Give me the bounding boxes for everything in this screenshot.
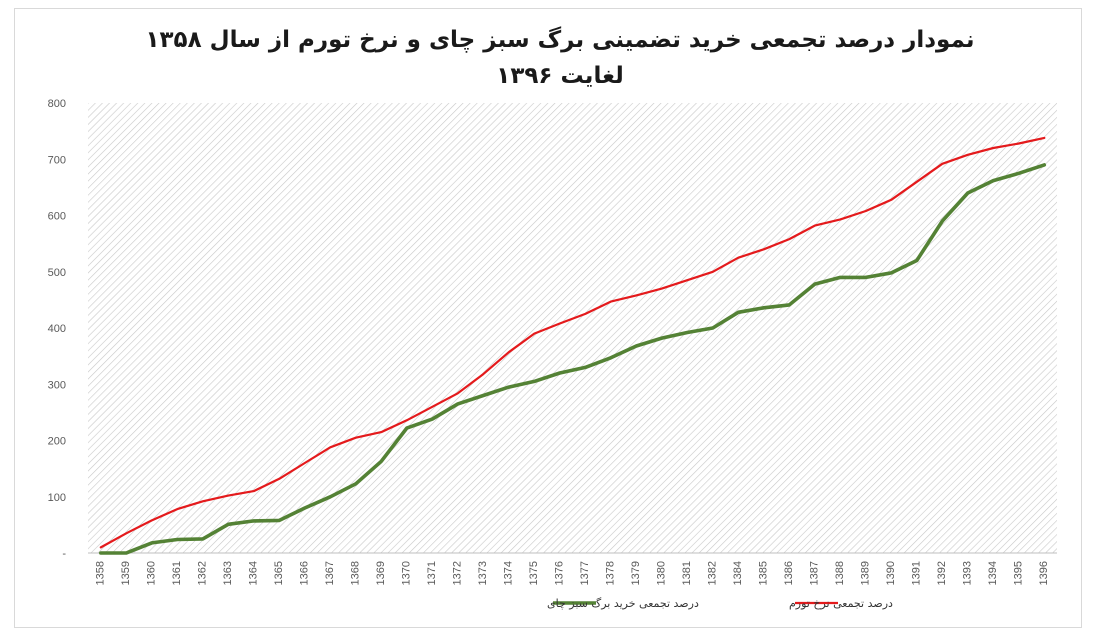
x-tick-label: 1379: [630, 561, 642, 585]
y-tick-label: -: [62, 548, 66, 560]
x-tick-label: 1374: [503, 561, 515, 585]
legend: درصد تجمعی نرخ تورم درصد تجمعی خرید برگ س…: [547, 597, 893, 610]
x-tick-label: 1362: [197, 561, 209, 585]
y-tick-label: 500: [48, 267, 66, 279]
y-tick-label: 200: [48, 436, 66, 448]
legend-label: درصد تجمعی خرید برگ سبز چای: [547, 597, 699, 610]
x-tick-label: 1384: [732, 561, 744, 585]
x-tick-label: 1363: [222, 561, 234, 585]
series-lines: [99, 136, 1047, 555]
y-tick-label: 700: [48, 154, 66, 166]
x-tick-label: 1395: [1013, 561, 1025, 585]
x-tick-label: 1368: [350, 561, 362, 585]
x-tick-label: 1370: [401, 561, 413, 585]
x-tick-label: 1382: [707, 561, 719, 585]
x-tick-label: 1371: [426, 561, 438, 585]
x-tick-label: 1373: [477, 561, 489, 585]
y-tick-label: 600: [48, 211, 66, 223]
y-axis: - 100 200 300 400 500 600 700 800: [48, 98, 67, 560]
x-tick-label: 1389: [860, 561, 872, 585]
x-tick-label: 1377: [579, 561, 591, 585]
y-tick-label: 300: [48, 379, 66, 391]
x-tick-label: 1390: [885, 561, 897, 585]
x-tick-label: 1380: [656, 561, 668, 585]
series-line: [99, 163, 1047, 555]
x-tick-label: 1378: [605, 561, 617, 585]
x-tick-label: 1393: [962, 561, 974, 585]
x-tick-label: 1391: [911, 561, 923, 585]
y-tick-label: 400: [48, 323, 66, 335]
x-tick-label: 1376: [554, 561, 566, 585]
series-line: [99, 136, 1046, 549]
x-tick-label: 1396: [1038, 561, 1050, 585]
x-tick-label: 1381: [681, 561, 693, 585]
x-tick-label: 1386: [783, 561, 795, 585]
x-tick-label: 1364: [248, 561, 260, 585]
x-tick-label: 1367: [324, 561, 336, 585]
y-tick-label: 800: [48, 98, 66, 110]
x-tick-label: 1372: [452, 561, 464, 585]
x-tick-label: 1388: [834, 561, 846, 585]
y-tick-label: 100: [48, 492, 66, 504]
legend-label: درصد تجمعی نرخ تورم: [789, 597, 893, 610]
x-tick-label: 1387: [809, 561, 821, 585]
x-tick-label: 1392: [936, 561, 948, 585]
x-tick-label: 1366: [299, 561, 311, 585]
x-tick-label: 1385: [758, 561, 770, 585]
x-tick-label: 1365: [273, 561, 285, 585]
x-tick-label: 1360: [146, 561, 158, 585]
x-tick-label: 1369: [375, 561, 387, 585]
x-tick-label: 1359: [120, 561, 132, 585]
plot-area: [88, 103, 1057, 553]
x-tick-label: 1358: [95, 561, 107, 585]
x-tick-label: 1394: [987, 561, 999, 585]
chart-title: نمودار درصد تجمعی خرید تضمینی برگ سبز چا…: [145, 27, 975, 89]
x-tick-label: 1375: [528, 561, 540, 585]
x-axis: 1358 1359 1360 1361 1362 1363 1364 1365 1366 1367…: [88, 552, 1057, 585]
x-tick-label: 1361: [171, 561, 183, 585]
